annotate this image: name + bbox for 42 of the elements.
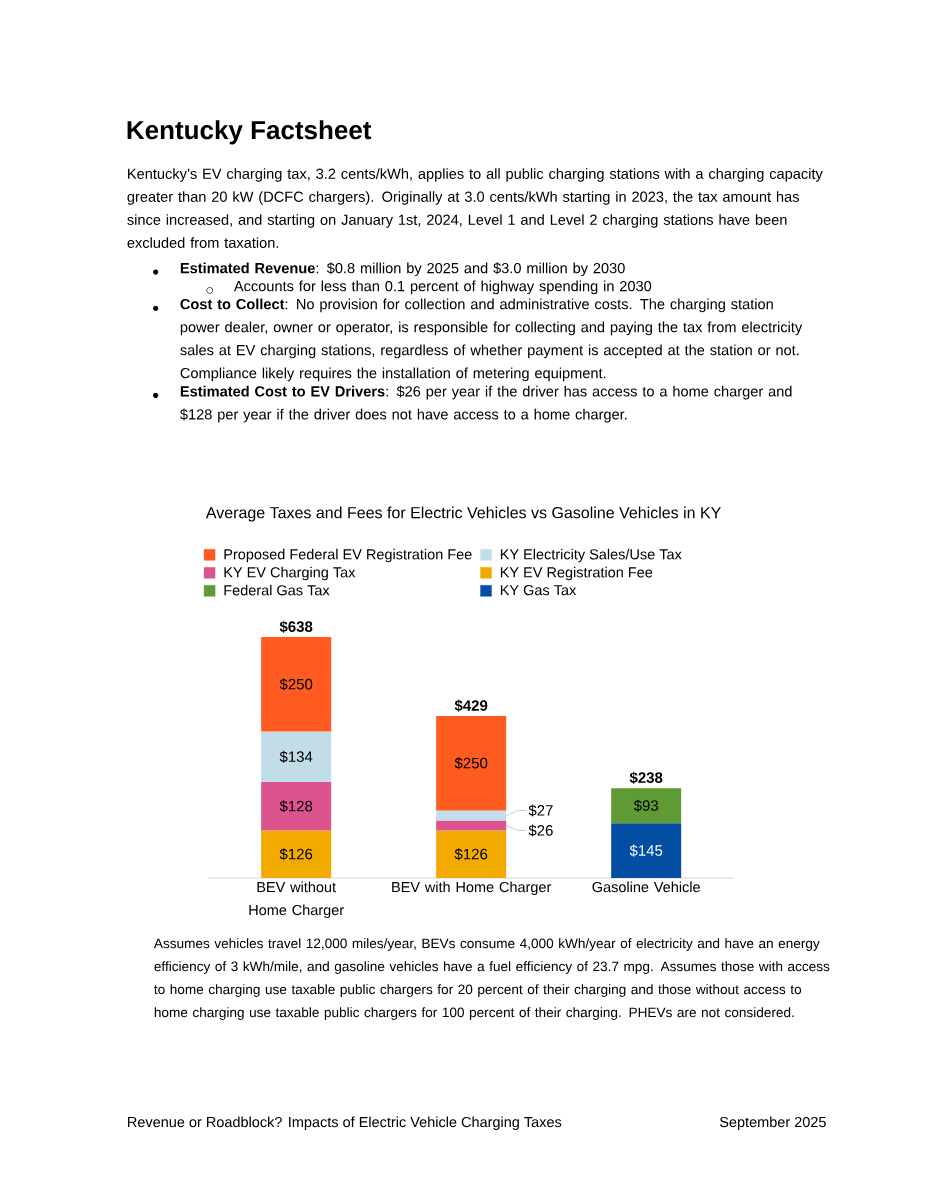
bar [261, 637, 332, 732]
data-label: $126 [279, 848, 313, 861]
legend-label: KY EV Registration Fee [501, 566, 653, 581]
text: Cost to Collect: No provision for collection and administrative costs. The charging station power dealer, owner or operator, is responsible for collecting and paying the tax from electricity sales at EV charging stations, regardless of whether payment is accepted at the station or not. Compliance likely requires the installation of metering equipment. [180, 298, 803, 382]
bar [611, 788, 682, 824]
x-tick-label: Gasoline Vehicle [592, 881, 701, 893]
legend-label: Proposed Federal EV Registration Fee [224, 548, 472, 563]
data-label: $250 [454, 757, 488, 770]
legend-label: Federal Gas Tax [224, 584, 330, 596]
data-label: $145 [629, 844, 663, 857]
bar [436, 716, 507, 811]
legend-label: KY Electricity Sales/Use Tax [501, 548, 682, 563]
text: Assumes vehicles travel 12,000 miles/year, BEVs consume 4,000 kWh/year of electricity and have an energy efficiency of 3 kWh/mile, and gasoline vehicles have a fuel efficiency of 23.7 mpg. Assumes those with access to home charging use taxable public chargers for 20 percent of their charging and those without access to home charging use taxable public chargers for 100 percent of their charging. PHEVs are not considered. [154, 938, 830, 1020]
text: Estimated Cost to EV Drivers: $26 per year if the driver has access to a home charger and $128 per year if the driver does not have access to a home charger. [180, 385, 792, 423]
chart-title: Kentucky Factsheet [127, 120, 372, 145]
total-label: $638 [279, 620, 313, 633]
x-tick-label: BEV with Home Charger [392, 881, 552, 896]
bar [261, 830, 332, 879]
data-label: $26 [528, 824, 553, 837]
data-label: $93 [633, 799, 659, 812]
text: Kentucky’s EV charging tax, 3.2 cents/kWh, applies to all public charging stations with a charging capacity greater than 20 kW (DCFC chargers). Originally at 3.0 cents/kWh starting in 2023, the tax amount has since increased, and starting on January 1st, 2024, Level 1 and Level 2 charging stations have been excluded from taxation. [127, 168, 823, 248]
bar [436, 830, 507, 879]
bar [611, 823, 682, 879]
text: September 2025 [720, 1116, 827, 1131]
x-tick-label: BEV without Home Charger [249, 881, 345, 919]
data-label: $27 [528, 804, 553, 817]
bar [261, 731, 332, 783]
legend-label: KY EV Charging Tax [224, 566, 356, 581]
total-label: $429 [454, 699, 488, 712]
bar [436, 820, 507, 831]
text: Accounts for less than 0.1 percent of highway spending in 2030 [234, 280, 652, 295]
text: Estimated Revenue: $0.8 million by 2025 and $3.0 million by 2030 [181, 262, 625, 277]
data-label: $128 [279, 800, 313, 813]
legend-label: KY Gas Tax [501, 584, 577, 596]
text: Revenue or Roadblock? Impacts of Electric Vehicle Charging Taxes [128, 1116, 562, 1131]
data-label: $134 [279, 750, 313, 763]
data-label: $250 [279, 678, 313, 691]
bar [436, 810, 507, 821]
data-label: $126 [454, 848, 488, 861]
bar [261, 782, 332, 831]
chart-subtitle: Average Taxes and Fees for Electric Vehicles vs Gasoline Vehicles in KY [206, 506, 722, 522]
total-label: $238 [629, 771, 663, 784]
